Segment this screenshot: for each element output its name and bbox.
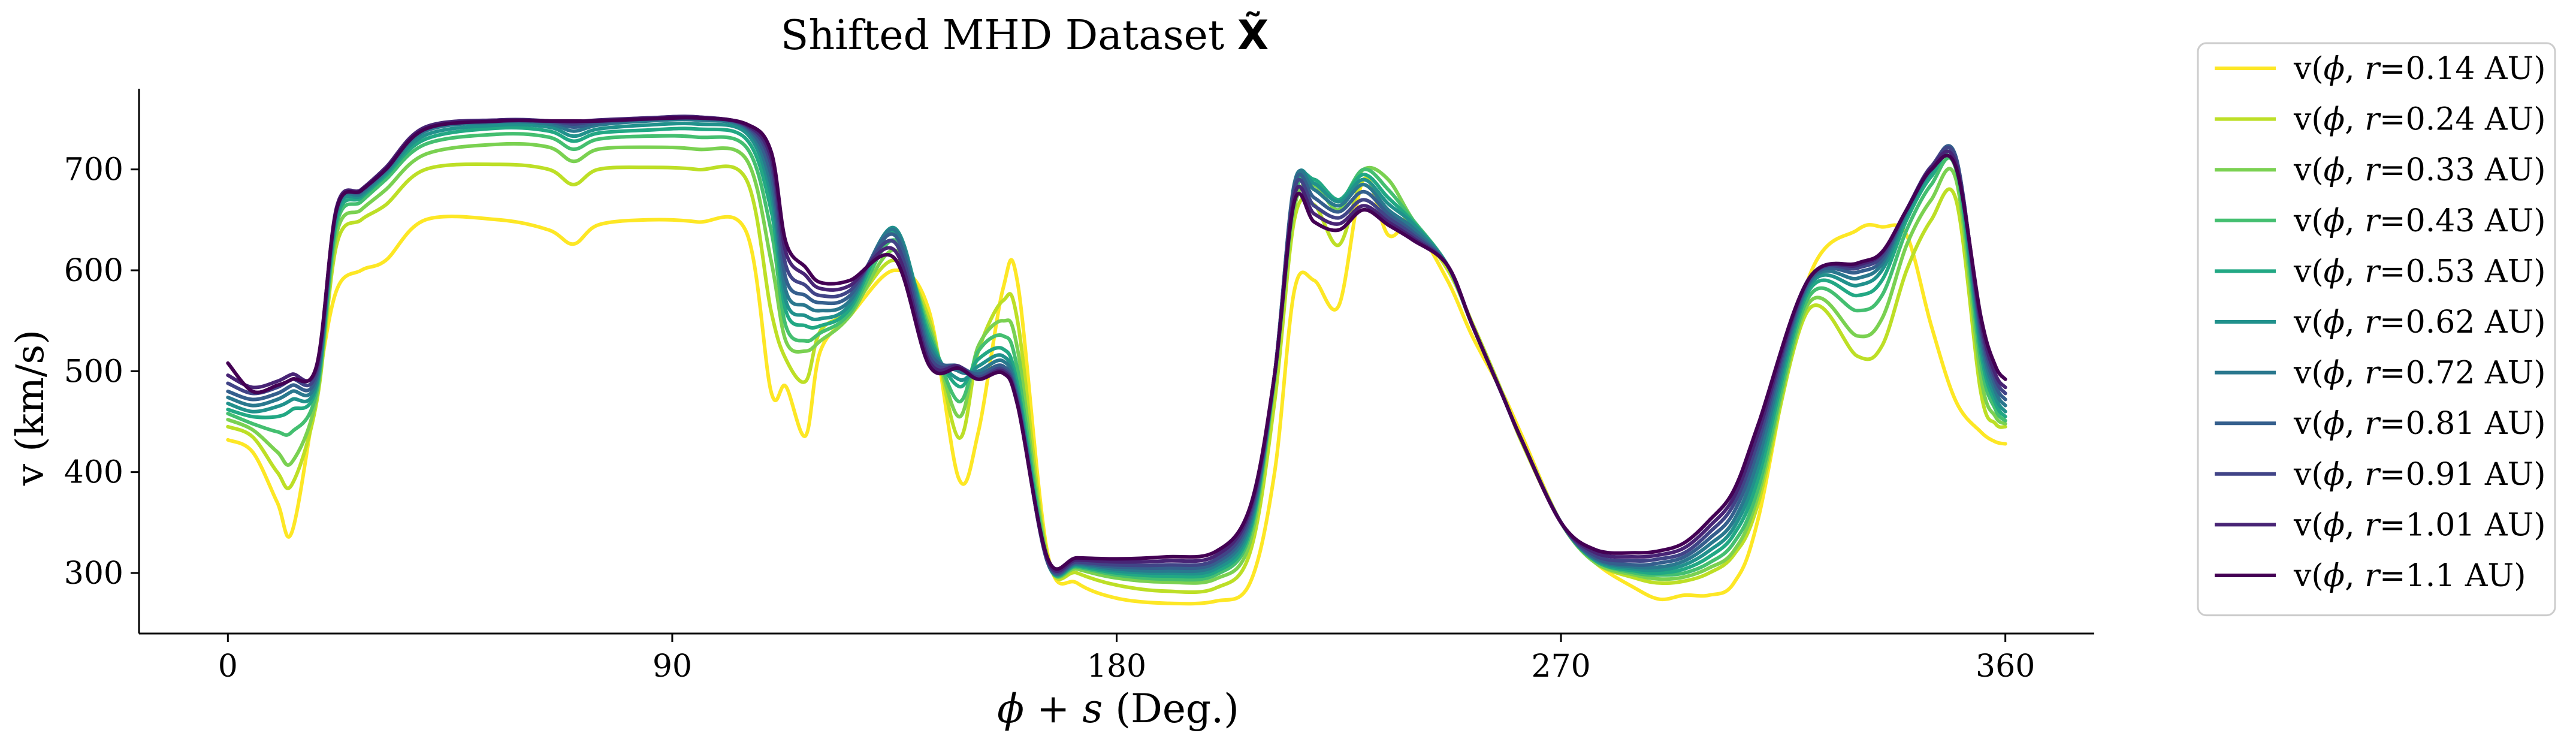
legend-label: v(ϕ, r=1.01 AU) [2293, 507, 2546, 543]
x-tick-label: 180 [1087, 649, 1146, 684]
legend-label: v(ϕ, r=0.43 AU) [2293, 203, 2546, 239]
series-line-014 [226, 176, 2007, 606]
x-tick-label: 90 [653, 649, 692, 684]
series-lines [226, 114, 2007, 606]
series-line-053 [226, 125, 2007, 579]
y-tick-label: 700 [64, 152, 123, 188]
chart-title-symbol: X̃ [1237, 11, 1269, 59]
y-tick-label: 300 [64, 556, 123, 592]
legend: v(ϕ, r=0.14 AU) v(ϕ, r=0.24 AU) v(ϕ, r=0.3… [2197, 42, 2556, 617]
y-tick-label: 500 [64, 354, 123, 390]
svg-text:Shifted MHD Dataset X̃: Shifted MHD Dataset X̃ [781, 11, 1269, 59]
y-axis-label: v (km/s) [8, 330, 53, 486]
legend-label: v(ϕ, r=0.72 AU) [2293, 355, 2546, 391]
x-tick-label: 0 [218, 649, 238, 684]
x-tick-label: 360 [1976, 649, 2035, 684]
series-line-072 [226, 117, 2007, 577]
legend-label: v(ϕ, r=0.53 AU) [2293, 254, 2546, 289]
y-tick-label: 600 [64, 253, 123, 289]
x-axis-label: ϕ + s (Deg.) [997, 686, 1239, 732]
legend-box [2197, 42, 2556, 617]
chart-title-text: Shifted MHD Dataset [781, 12, 1237, 59]
legend-label: v(ϕ, r=0.91 AU) [2293, 457, 2546, 493]
series-line-033 [226, 141, 2007, 585]
series-line-062 [226, 122, 2007, 577]
series-line-11 [226, 116, 2007, 571]
axes: 0 90 180 270 360 300 400 500 600 700 [64, 89, 2094, 684]
chart-title: Shifted MHD Dataset X̃ [781, 11, 1269, 59]
legend-label: v(ϕ, r=0.62 AU) [2293, 304, 2546, 340]
axis-labels: ϕ + s (Deg.) v (km/s) [8, 330, 1239, 732]
series-line-081 [226, 115, 2007, 576]
y-tick-label: 400 [64, 455, 123, 491]
series-line-043 [226, 132, 2007, 582]
series-line-024 [226, 162, 2007, 595]
legend-label: v(ϕ, r=0.33 AU) [2293, 152, 2546, 188]
legend-label: v(ϕ, r=0.24 AU) [2293, 102, 2546, 138]
legend-label: v(ϕ, r=1.1 AU) [2293, 558, 2526, 594]
x-tick-label: 270 [1531, 649, 1590, 684]
legend-label: v(ϕ, r=0.14 AU) [2293, 51, 2546, 87]
legend-label: v(ϕ, r=0.81 AU) [2293, 406, 2546, 442]
